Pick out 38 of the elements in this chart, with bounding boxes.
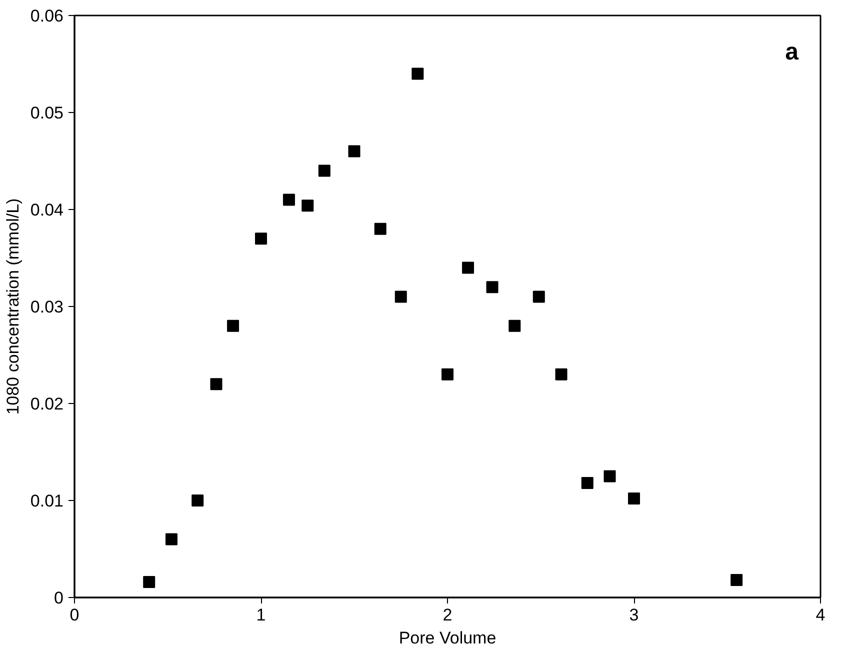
x-tick-label: 1 [256,606,266,624]
x-axis-title: Pore Volume [398,628,496,648]
point [555,368,568,380]
x-tick-label: 3 [629,606,639,624]
point [730,574,743,586]
y-tick-label: 0.05 [30,104,64,122]
point [192,494,204,506]
point [210,378,222,390]
point [532,290,545,303]
y-tick-label: 0.06 [30,6,64,26]
point [165,533,178,546]
y-tick-label: 0.02 [30,394,64,414]
y-tick-label: 0.03 [30,298,64,316]
point [318,164,330,177]
point [508,320,521,332]
x-tick-label: 2 [442,606,452,624]
y-axis-title: 1080 concentration (mmol/L) [3,198,22,415]
annotation: a [785,38,800,66]
point [412,68,424,80]
point [227,320,240,332]
y-tick-label: 0 [54,588,64,608]
point [462,262,474,274]
point [394,290,407,303]
y-tick-label: 0.01 [30,492,64,510]
point [604,470,616,482]
point [581,477,594,490]
point [302,200,314,212]
point [374,222,386,235]
point [282,194,295,206]
point [442,368,454,380]
point [628,492,640,505]
point [348,145,360,158]
x-tick-label: 4 [816,606,826,624]
x-tick-label: 0 [70,606,80,624]
point [486,281,498,294]
point [143,576,156,588]
y-tick-label: 0.04 [30,200,64,220]
point [255,232,267,245]
